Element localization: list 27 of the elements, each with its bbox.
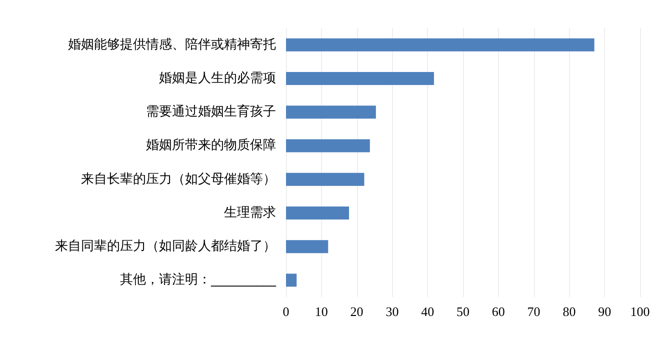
bar (286, 274, 297, 287)
x-tick-label: 80 (562, 304, 576, 319)
bar (286, 240, 328, 254)
x-tick-label: 100 (630, 304, 650, 319)
y-tick-label: 婚姻能够提供情感、陪伴或精神寄托 (68, 36, 276, 52)
x-tick-label: 50 (456, 304, 470, 319)
y-tick-label: 需要通过婚姻生育孩子 (146, 104, 276, 120)
bar (286, 172, 364, 186)
y-tick-label: 婚姻所带来的物质保障 (146, 138, 276, 154)
bar (286, 72, 434, 85)
x-tick-label: 30 (386, 304, 399, 319)
x-tick-label: 10 (314, 304, 328, 319)
x-tick-label: 0 (282, 304, 290, 319)
bar (286, 139, 370, 152)
y-tick-label: 来自长辈的压力（如父母催婚等） (81, 172, 276, 187)
bar (286, 38, 594, 52)
x-tick-label: 20 (350, 304, 364, 319)
bar (286, 206, 350, 220)
y-tick-label: 生理需求 (224, 205, 276, 220)
x-tick-label: 90 (598, 304, 612, 319)
x-tick-label: 70 (527, 304, 540, 319)
bar (286, 106, 376, 119)
x-tick-label: 60 (492, 304, 505, 319)
y-tick-label: 来自同辈的压力（如同龄人都结婚了） (55, 239, 276, 254)
x-tick-label: 40 (421, 304, 434, 319)
y-tick-label: 其他，请注明：__________ (120, 272, 276, 288)
y-tick-label: 婚姻是人生的必需项 (159, 70, 276, 86)
